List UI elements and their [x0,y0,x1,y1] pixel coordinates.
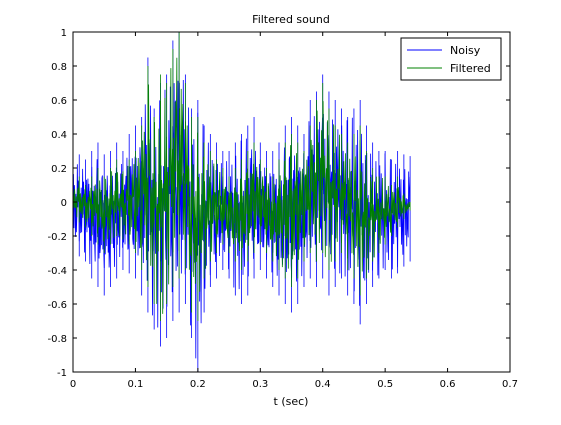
legend: Noisy Filtered [400,37,502,81]
y-tick-label: -0.2 [47,232,67,243]
legend-box [400,37,502,81]
y-tick-label: 0 [61,198,67,209]
legend-label-noisy: Noisy [450,44,481,57]
y-tick-label: -0.4 [47,266,67,277]
y-axis: -1 -0.8 -0.6 -0.4 -0.2 0 0.2 0.4 0.6 0.8 1 [47,28,510,379]
x-tick-label: 0 [70,379,76,390]
x-tick-label: 0.1 [127,379,143,390]
x-axis: 0 0.1 0.2 0.3 0.4 0.5 0.6 0.7 [70,32,518,390]
x-tick-label: 0.6 [440,379,456,390]
y-tick-label: 0.8 [51,62,67,73]
x-tick-label: 0.2 [190,379,206,390]
series-layer [72,32,411,372]
x-tick-label: 0.4 [315,379,331,390]
x-tick-label: 0.3 [252,379,268,390]
y-tick-label: -1 [57,368,67,379]
y-tick-label: -0.8 [47,334,67,345]
y-tick-label: 0.2 [51,164,67,175]
x-tick-label: 0.7 [502,379,518,390]
legend-label-filtered: Filtered [450,62,491,75]
chart-title: Filtered sound [252,13,330,26]
x-axis-label: t (sec) [274,395,309,408]
y-tick-label: -0.6 [47,300,67,311]
y-tick-label: 0.6 [51,96,67,107]
y-tick-label: 0.4 [51,130,67,141]
y-tick-label: 1 [61,28,67,39]
x-tick-label: 0.5 [377,379,393,390]
